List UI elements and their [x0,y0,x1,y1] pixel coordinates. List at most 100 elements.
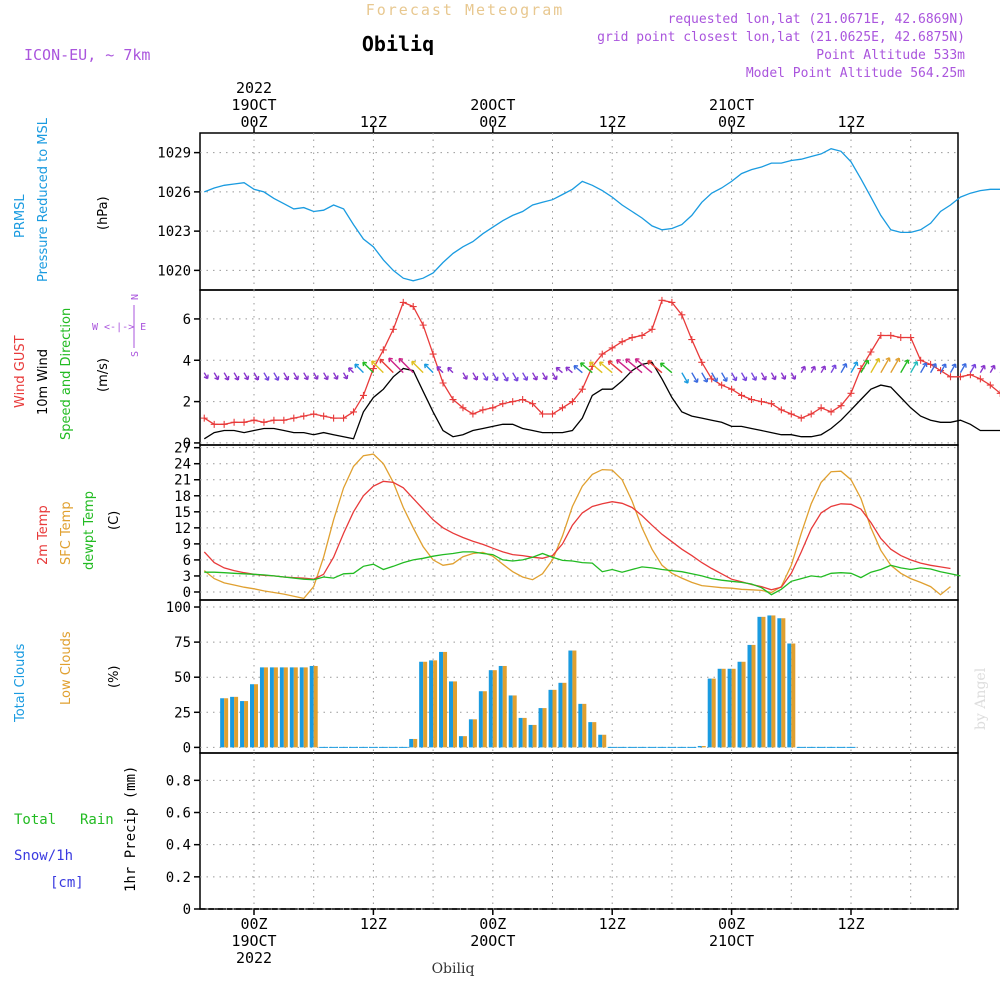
dewpt-line [204,551,961,596]
low-cloud-bar [522,717,527,748]
wind-dir-arrowhead [895,357,901,363]
low-cloud-bar [761,616,766,748]
total-cloud-bar [458,736,463,748]
ytick-label-wind: 2 [183,395,191,411]
gust-marker [628,334,636,342]
wind-dir-arrow [388,357,404,374]
total-cloud-bar [468,719,473,748]
gust-marker [568,398,576,406]
gust-marker [797,414,805,422]
wind-dir-arrowhead [722,377,728,382]
ytick-label-temp: 9 [183,537,191,553]
gust-marker [777,406,785,414]
total-cloud-bar [757,616,762,748]
clouds-label-low: Low Clouds [59,631,74,705]
gust-marker [638,331,646,339]
gust-marker [200,414,208,422]
total-cloud-bar [578,703,583,748]
gust-marker [917,356,925,364]
total-cloud-bar [439,651,444,748]
time-label: 12Z [837,113,864,131]
wind-dir-arrowhead [732,376,738,382]
grid-lines [194,133,958,910]
gust-marker [668,298,676,306]
wind-dir-arrow [750,372,757,381]
wind-dir-arrow [900,359,909,374]
wind-dir-arrowhead [565,366,571,372]
low-cloud-bar [751,644,756,748]
wind-dir-arrowhead [254,375,260,381]
time-label: 00Z [240,915,267,933]
gust-marker [907,334,915,342]
temp-label-2m: 2m Temp [36,505,51,565]
precip-label-snow: Snow/1h [14,848,73,864]
total-cloud-bar [478,691,483,748]
gust-marker [986,381,994,389]
wind-dir-arrow [770,372,777,380]
gust-marker [867,348,875,356]
ytick-label-precip: 0.8 [166,773,191,789]
pressure-label-desc: Pressure Reduced to MSL [36,117,51,282]
total-cloud-bar [230,696,235,748]
wind-dir-arrow [447,367,454,374]
wind-dir-arrow [860,359,869,374]
time-label: 00Z [718,113,745,131]
wind-dir-arrowhead [831,364,837,370]
station-title: Obiliq [362,32,434,56]
wind-label-dir: Speed and Direction [59,308,74,440]
gust-marker [359,391,367,399]
precip-label-cm: [cm] [50,875,84,891]
wind-dir-arrowhead [493,376,499,382]
wind-dir-arrow [313,372,319,380]
low-cloud-bar [582,703,587,748]
gust-marker [937,367,945,375]
total-cloud-bar [488,670,493,748]
gust-marker [479,406,487,414]
gust-marker [618,338,626,346]
low-cloud-bar [303,667,308,748]
wind-dir-arrowhead [842,363,848,368]
low-cloud-bar [283,667,288,748]
gust-marker [419,321,427,329]
time-label: 20OCT [470,932,515,950]
wind-dir-arrowhead [781,375,787,380]
wind-dir-arrow [870,358,880,374]
wind-dir-arrow [293,372,299,380]
wind-dir-arrow [342,372,348,380]
ytick-label-temp: 27 [174,441,191,457]
time-label: 12Z [360,915,387,933]
wind-dir-arrow [625,358,643,374]
wind-dir-arrowhead [951,363,957,369]
gust-marker [648,325,656,333]
wind-dir-arrowhead [800,365,806,371]
total-cloud-bar [518,717,523,748]
compass-s: S [130,351,141,357]
total-cloud-bar [777,618,782,748]
total-cloud-bar [220,698,225,748]
wind-dir-arrow [760,372,767,381]
wind-dir-arrowhead [864,359,870,365]
wind-dir-arrowhead [552,375,558,381]
wind-dir-arrowhead [293,375,299,381]
wind-dir-arrow [273,372,279,381]
gust-marker [698,358,706,366]
low-cloud-bar [234,696,239,748]
total-cloud-bar [767,615,772,748]
gust-marker [459,404,467,412]
ytick-label-clouds: 0 [183,740,191,756]
low-cloud-bar [273,667,278,748]
low-cloud-bar [492,670,497,748]
wind-dir-arrow [492,372,499,381]
time-label: 2022 [236,949,272,967]
wind-dir-arrowhead [483,376,489,381]
wind-dir-arrow [263,372,269,381]
temp2m-line [203,480,951,591]
wind-dir-arrow [820,365,826,374]
wind-dir-arrowhead [323,375,329,381]
ytick-label-temp: 3 [183,569,191,585]
total-cloud-bar [508,695,513,748]
wind-dir-arrow [959,363,967,374]
ytick-label-pressure: 1020 [157,263,191,279]
low-cloud-bar [433,660,438,748]
